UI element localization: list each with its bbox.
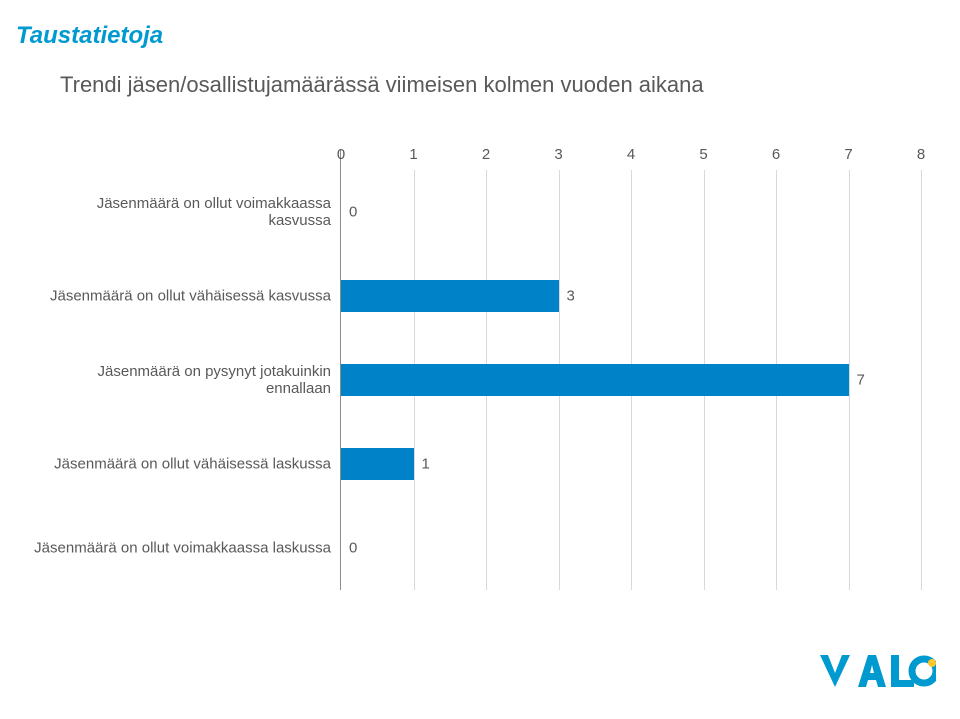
x-tick-label: 3 (554, 146, 562, 163)
gridline (921, 170, 922, 590)
y-category-label: Jäsenmäärä on pysynyt jotakuinkin ennall… (31, 363, 341, 397)
y-category-label: Jäsenmäärä on ollut voimakkaassa laskuss… (31, 540, 341, 557)
bar-value-label: 3 (567, 288, 575, 305)
x-tick-label: 0 (337, 146, 345, 163)
x-tick-label: 8 (917, 146, 925, 163)
x-tick-label: 4 (627, 146, 635, 163)
bar-value-label: 1 (422, 456, 430, 473)
chart-subtitle: Trendi jäsen/osallistujamäärässä viimeis… (60, 72, 704, 98)
chart-row: Jäsenmäärä on ollut vähäisessä kasvussa3 (341, 254, 920, 338)
valo-logo (816, 651, 936, 699)
bar (341, 280, 559, 312)
slide: Taustatietoja Trendi jäsen/osallistujamä… (0, 0, 960, 719)
x-tick-label: 1 (409, 146, 417, 163)
chart-row: Jäsenmäärä on ollut voimakkaassa laskuss… (341, 506, 920, 590)
plot-area: 012345678 Jäsenmäärä on ollut voimakkaas… (340, 150, 920, 590)
y-category-label: Jäsenmäärä on ollut vähäisessä laskussa (31, 456, 341, 473)
x-tick-label: 5 (699, 146, 707, 163)
chart-row: Jäsenmäärä on ollut voimakkaassa kasvuss… (341, 170, 920, 254)
chart-row: Jäsenmäärä on pysynyt jotakuinkin ennall… (341, 338, 920, 422)
bar-value-label: 7 (857, 372, 865, 389)
chart-rows: Jäsenmäärä on ollut voimakkaassa kasvuss… (341, 170, 920, 590)
x-tick-label: 7 (844, 146, 852, 163)
bar-chart: 012345678 Jäsenmäärä on ollut voimakkaas… (30, 150, 930, 590)
bar-value-label: 0 (349, 204, 357, 221)
bar-value-label: 0 (349, 540, 357, 557)
y-category-label: Jäsenmäärä on ollut vähäisessä kasvussa (31, 288, 341, 305)
x-axis: 012345678 (341, 146, 920, 166)
x-tick-label: 6 (772, 146, 780, 163)
chart-row: Jäsenmäärä on ollut vähäisessä laskussa1 (341, 422, 920, 506)
bar (341, 364, 849, 396)
y-category-label: Jäsenmäärä on ollut voimakkaassa kasvuss… (31, 195, 341, 229)
bar (341, 448, 414, 480)
x-tick-label: 2 (482, 146, 490, 163)
page-title: Taustatietoja (16, 22, 163, 50)
